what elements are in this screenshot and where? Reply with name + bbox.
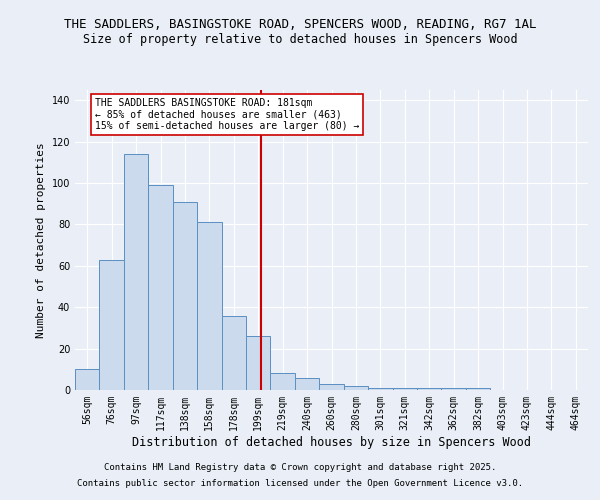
Bar	[344, 386, 368, 390]
Text: Contains public sector information licensed under the Open Government Licence v3: Contains public sector information licen…	[77, 478, 523, 488]
Bar	[124, 154, 148, 390]
X-axis label: Distribution of detached houses by size in Spencers Wood: Distribution of detached houses by size …	[132, 436, 531, 448]
Bar	[295, 378, 319, 390]
Bar	[466, 388, 490, 390]
Bar	[197, 222, 221, 390]
Bar	[75, 370, 100, 390]
Text: THE SADDLERS, BASINGSTOKE ROAD, SPENCERS WOOD, READING, RG7 1AL: THE SADDLERS, BASINGSTOKE ROAD, SPENCERS…	[64, 18, 536, 30]
Text: Contains HM Land Registry data © Crown copyright and database right 2025.: Contains HM Land Registry data © Crown c…	[104, 464, 496, 472]
Bar	[221, 316, 246, 390]
Bar	[319, 384, 344, 390]
Text: THE SADDLERS BASINGSTOKE ROAD: 181sqm
← 85% of detached houses are smaller (463): THE SADDLERS BASINGSTOKE ROAD: 181sqm ← …	[95, 98, 359, 132]
Bar	[368, 388, 392, 390]
Bar	[173, 202, 197, 390]
Bar	[100, 260, 124, 390]
Y-axis label: Number of detached properties: Number of detached properties	[36, 142, 46, 338]
Bar	[271, 374, 295, 390]
Bar	[246, 336, 271, 390]
Text: Size of property relative to detached houses in Spencers Wood: Size of property relative to detached ho…	[83, 32, 517, 46]
Bar	[148, 185, 173, 390]
Bar	[417, 388, 442, 390]
Bar	[442, 388, 466, 390]
Bar	[392, 388, 417, 390]
